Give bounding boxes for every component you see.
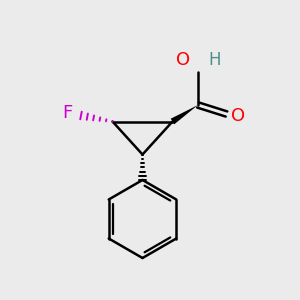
Text: O: O xyxy=(176,51,190,69)
Text: O: O xyxy=(231,107,246,125)
Text: F: F xyxy=(62,103,73,122)
Text: H: H xyxy=(208,51,221,69)
Polygon shape xyxy=(171,105,198,124)
